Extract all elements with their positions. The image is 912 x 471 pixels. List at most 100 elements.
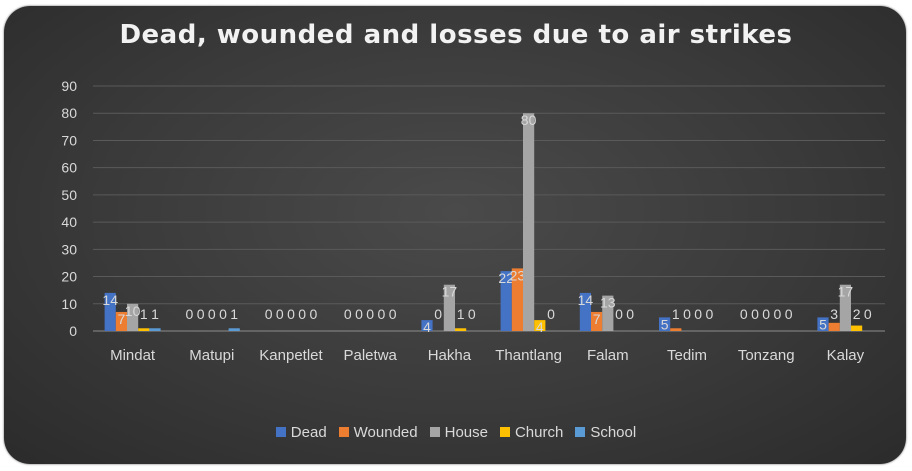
- data-label: 1: [151, 306, 159, 322]
- bar-church: [138, 328, 150, 331]
- data-label: 0: [389, 306, 397, 322]
- bar-wounded: [828, 322, 840, 331]
- data-label: 23: [510, 267, 526, 283]
- y-tick-label: 30: [61, 241, 77, 257]
- legend-item: Wounded: [338, 424, 418, 441]
- data-label: 0: [468, 306, 476, 322]
- data-label: 0: [197, 306, 205, 322]
- bar-house: [443, 284, 455, 331]
- legend-item: School: [575, 424, 636, 441]
- data-label: 4: [423, 319, 431, 335]
- bar-house: [839, 284, 851, 331]
- legend-label: Wounded: [353, 424, 418, 441]
- y-tick-label: 10: [61, 296, 77, 312]
- legend-item: House: [429, 424, 488, 441]
- chart-legend: Dead Wounded House Church School: [0, 424, 912, 441]
- chart-card: [4, 6, 906, 464]
- legend-item: Dead: [275, 424, 327, 441]
- bar-dead: [500, 271, 512, 331]
- y-tick-label: 80: [61, 105, 77, 121]
- data-label: 0: [310, 306, 318, 322]
- y-tick-label: 90: [61, 78, 77, 94]
- data-label: 0: [186, 306, 194, 322]
- data-label: 7: [118, 311, 126, 327]
- legend-label: School: [590, 424, 637, 441]
- chart-title: Dead, wounded and losses due to air stri…: [119, 20, 793, 50]
- data-label: 1: [457, 306, 465, 322]
- data-label: 0: [287, 306, 295, 322]
- data-label: 14: [578, 292, 594, 308]
- bar-school: [228, 328, 240, 331]
- data-label: 3: [830, 306, 838, 322]
- x-tick-label: Hakha: [428, 347, 472, 364]
- bar-house: [523, 113, 535, 331]
- data-label: 0: [740, 306, 748, 322]
- data-label: 5: [661, 316, 669, 332]
- data-label: 0: [694, 306, 702, 322]
- data-label: 0: [615, 306, 623, 322]
- data-label: 7: [593, 311, 601, 327]
- x-tick-label: Paletwa: [344, 347, 398, 364]
- legend-label: House: [444, 424, 488, 441]
- bar-church: [851, 325, 863, 331]
- data-label: 0: [864, 306, 872, 322]
- data-label: 14: [102, 292, 118, 308]
- data-label: 1: [230, 306, 238, 322]
- legend-item: Church: [499, 424, 563, 441]
- x-tick-label: Tedim: [667, 347, 707, 364]
- data-label: 17: [838, 284, 854, 300]
- data-label: 0: [208, 306, 216, 322]
- bar-dead: [817, 317, 829, 331]
- data-label: 10: [125, 303, 141, 319]
- data-label: 0: [751, 306, 759, 322]
- data-label: 0: [706, 306, 714, 322]
- data-label: 0: [355, 306, 363, 322]
- y-tick-label: 40: [61, 214, 77, 230]
- data-label: 0: [626, 306, 634, 322]
- data-label: 2: [853, 306, 861, 322]
- data-label: 1: [672, 306, 680, 322]
- bar-church: [534, 320, 546, 331]
- legend-swatch: [275, 427, 286, 437]
- y-tick-label: 70: [61, 132, 77, 148]
- data-label: 0: [785, 306, 793, 322]
- bar-wounded: [511, 268, 523, 331]
- x-tick-label: Kanpetlet: [259, 347, 323, 364]
- data-label: 22: [498, 270, 514, 286]
- bar-dead: [421, 320, 433, 331]
- data-label: 0: [683, 306, 691, 322]
- bar-dead: [579, 292, 591, 331]
- y-tick-label: 0: [69, 323, 77, 339]
- x-tick-label: Matupi: [189, 347, 234, 364]
- bar-wounded: [670, 328, 682, 331]
- bar-school: [149, 328, 161, 331]
- data-label: 4: [536, 319, 544, 335]
- legend-swatch: [499, 427, 510, 437]
- x-tick-label: Mindat: [110, 347, 156, 364]
- bar-dead: [659, 317, 671, 331]
- data-label: 0: [762, 306, 770, 322]
- data-label: 0: [276, 306, 284, 322]
- data-label: 0: [434, 306, 442, 322]
- y-tick-label: 20: [61, 269, 77, 285]
- bar-dead: [104, 292, 116, 331]
- x-tick-label: Falam: [587, 347, 629, 364]
- bar-wounded: [591, 311, 603, 331]
- data-label: 0: [366, 306, 374, 322]
- legend-swatch: [429, 427, 440, 437]
- data-label: 0: [547, 306, 555, 322]
- legend-swatch: [338, 427, 349, 437]
- data-label: 0: [774, 306, 782, 322]
- y-tick-label: 50: [61, 187, 77, 203]
- legend-swatch: [575, 427, 586, 437]
- data-label: 80: [521, 112, 537, 128]
- y-tick-label: 60: [61, 160, 77, 176]
- legend-label: Dead: [290, 424, 327, 441]
- data-label: 0: [344, 306, 352, 322]
- bar-wounded: [115, 311, 127, 331]
- data-label: 5: [819, 316, 827, 332]
- data-label: 0: [298, 306, 306, 322]
- data-label: 0: [219, 306, 227, 322]
- data-label: 1: [140, 306, 148, 322]
